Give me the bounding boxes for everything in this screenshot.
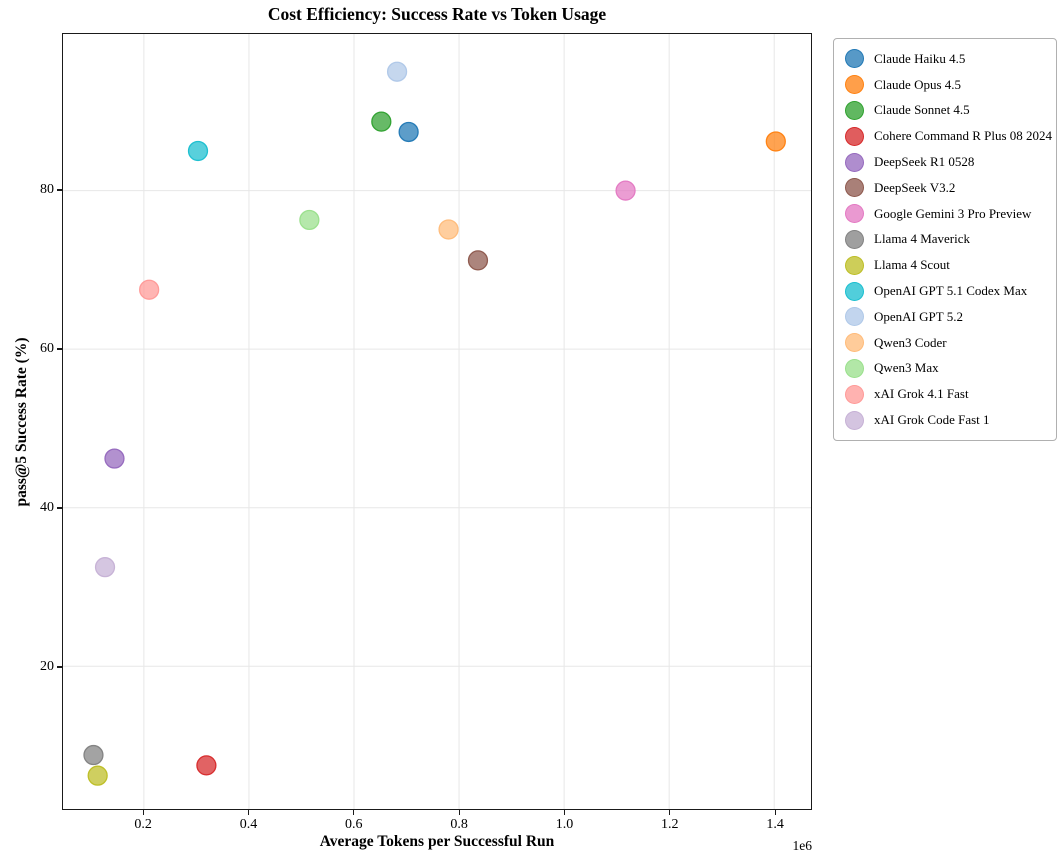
- data-point: [139, 279, 160, 300]
- x-tick-label: 0.8: [450, 817, 468, 832]
- legend-marker-icon: [845, 100, 864, 120]
- data-point: [765, 131, 786, 152]
- x-tick-mark: [353, 810, 355, 815]
- legend-marker-icon: [845, 384, 864, 404]
- x-tick-mark: [458, 810, 460, 815]
- legend-item: xAI Grok 4.1 Fast: [834, 381, 1056, 407]
- data-point: [386, 61, 408, 82]
- legend-label: Qwen3 Coder: [874, 334, 947, 350]
- legend-label: DeepSeek R1 0528: [874, 154, 975, 170]
- x-tick-mark: [774, 810, 776, 815]
- data-point: [371, 111, 392, 132]
- x-axis-offset-label: 1e6: [792, 838, 813, 853]
- plot-area: [62, 33, 812, 810]
- y-tick-label: 80: [40, 181, 54, 197]
- x-tick-label: 0.2: [134, 817, 152, 832]
- x-tick-mark: [669, 810, 671, 815]
- legend-marker-icon: [845, 358, 864, 378]
- y-tick-label: 40: [40, 499, 54, 515]
- x-tick-label: 0.4: [239, 817, 258, 832]
- legend-item: DeepSeek V3.2: [834, 175, 1056, 201]
- legend-item: OpenAI GPT 5.2: [834, 304, 1056, 330]
- legend-item: DeepSeek R1 0528: [834, 149, 1056, 175]
- data-point: [87, 765, 108, 786]
- y-tick-mark: [57, 666, 62, 668]
- legend-item: Qwen3 Coder: [834, 330, 1056, 356]
- data-point: [398, 121, 419, 143]
- legend-marker-icon: [845, 204, 864, 224]
- legend-marker-icon: [845, 410, 864, 430]
- legend-label: xAI Grok Code Fast 1: [874, 412, 990, 428]
- y-tick-mark: [57, 507, 62, 509]
- legend-item: xAI Grok Code Fast 1: [834, 407, 1056, 433]
- x-tick-label: 1.0: [555, 817, 574, 832]
- legend-marker-icon: [845, 229, 864, 249]
- legend-item: Cohere Command R Plus 08 2024: [834, 123, 1056, 149]
- legend-marker-icon: [845, 152, 864, 172]
- data-point: [187, 140, 209, 162]
- legend-item: OpenAI GPT 5.1 Codex Max: [834, 278, 1056, 304]
- data-point: [104, 448, 125, 469]
- legend-label: DeepSeek V3.2: [874, 179, 956, 195]
- data-point: [94, 557, 116, 578]
- legend-label: Qwen3 Max: [874, 360, 939, 376]
- legend-label: Claude Sonnet 4.5: [874, 102, 970, 118]
- x-axis-label: Average Tokens per Successful Run: [319, 833, 555, 850]
- legend-marker-icon: [845, 178, 864, 198]
- legend-label: OpenAI GPT 5.2: [874, 308, 963, 324]
- data-point: [438, 219, 459, 240]
- data-point: [467, 250, 489, 271]
- data-point: [615, 180, 636, 201]
- data-point: [83, 744, 104, 766]
- legend-label: xAI Grok 4.1 Fast: [874, 386, 969, 402]
- legend-label: Llama 4 Maverick: [874, 231, 971, 247]
- x-tick-label: 0.6: [345, 817, 363, 832]
- x-tick-mark: [247, 810, 250, 815]
- data-point: [196, 755, 217, 776]
- legend-item: Llama 4 Maverick: [834, 227, 1056, 253]
- legend-item: Llama 4 Scout: [834, 252, 1056, 278]
- chart-title: Cost Efficiency: Success Rate vs Token U…: [267, 4, 607, 24]
- x-tick-mark: [142, 810, 144, 815]
- data-point: [299, 209, 320, 231]
- legend-label: Claude Haiku 4.5: [874, 50, 966, 66]
- legend-label: Llama 4 Scout: [874, 257, 950, 273]
- legend-label: Claude Opus 4.5: [874, 76, 962, 92]
- x-tick-label: 1.4: [766, 817, 784, 832]
- scatter-plot-canvas: [63, 34, 811, 809]
- legend-item: Claude Haiku 4.5: [834, 46, 1056, 72]
- legend-marker-icon: [845, 333, 864, 353]
- y-tick-mark: [57, 348, 62, 350]
- legend-label: Google Gemini 3 Pro Preview: [874, 205, 1032, 221]
- legend-label: OpenAI GPT 5.1 Codex Max: [874, 283, 1028, 299]
- legend-marker-icon: [845, 75, 864, 95]
- legend-label: Cohere Command R Plus 08 2024: [874, 128, 1053, 144]
- legend-item: Claude Sonnet 4.5: [834, 98, 1056, 124]
- legend-marker-icon: [845, 255, 864, 275]
- legend: Claude Haiku 4.5 Claude Opus 4.5 Claude So…: [833, 38, 1057, 441]
- legend-marker-icon: [845, 281, 864, 301]
- legend-marker-icon: [845, 49, 864, 69]
- legend-item: Qwen3 Max: [834, 356, 1056, 382]
- x-tick-mark: [563, 810, 566, 815]
- y-tick-label: 20: [40, 658, 54, 674]
- y-tick-label: 60: [40, 340, 54, 356]
- legend-item: Claude Opus 4.5: [834, 72, 1056, 98]
- legend-marker-icon: [845, 126, 864, 146]
- x-tick-label: 1.2: [661, 817, 679, 832]
- y-tick-mark: [57, 189, 62, 191]
- legend-item: Google Gemini 3 Pro Preview: [834, 201, 1056, 227]
- legend-marker-icon: [845, 307, 864, 327]
